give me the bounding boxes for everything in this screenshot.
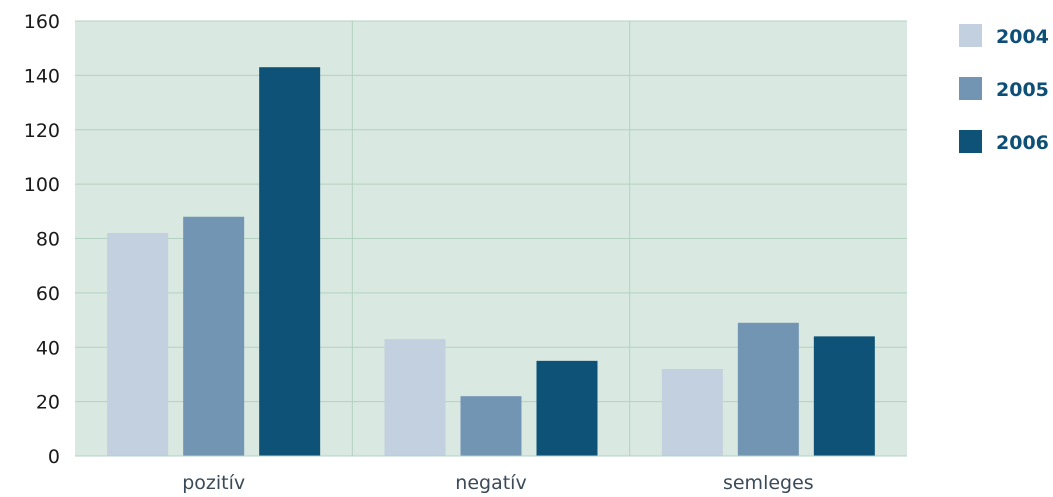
y-tick-label: 60	[36, 283, 60, 305]
y-tick-label: 140	[24, 65, 60, 87]
bar	[813, 336, 875, 456]
bar	[737, 322, 799, 456]
bar	[460, 396, 522, 456]
y-tick-label: 100	[24, 174, 60, 196]
legend-swatch	[959, 130, 982, 153]
legend-swatch	[959, 77, 982, 100]
legend-label: 2006	[996, 132, 1049, 154]
x-category-label: pozitív	[182, 472, 245, 494]
x-category-label: negatív	[455, 472, 526, 494]
bar	[661, 369, 723, 456]
y-tick-label: 120	[24, 120, 60, 142]
legend-label: 2005	[996, 79, 1049, 101]
y-tick-label: 40	[36, 337, 60, 359]
x-category-label: semleges	[723, 472, 814, 494]
bar	[183, 216, 245, 456]
bar	[384, 339, 446, 456]
bar	[536, 360, 598, 456]
bar	[107, 233, 169, 456]
y-tick-label: 160	[24, 11, 60, 33]
y-tick-label: 80	[36, 229, 60, 251]
y-tick-label: 0	[48, 446, 60, 468]
legend-swatch	[959, 24, 982, 47]
y-tick-label: 20	[36, 392, 60, 414]
bar	[259, 67, 321, 456]
legend: 2004 2005 2006	[959, 24, 1049, 154]
bars	[107, 67, 875, 456]
x-axis-category-labels: pozitív negatív semleges	[182, 472, 813, 494]
y-axis-tick-labels: 0 20 40 60 80 100 120 140 160	[24, 11, 60, 468]
legend-label: 2004	[996, 26, 1049, 48]
